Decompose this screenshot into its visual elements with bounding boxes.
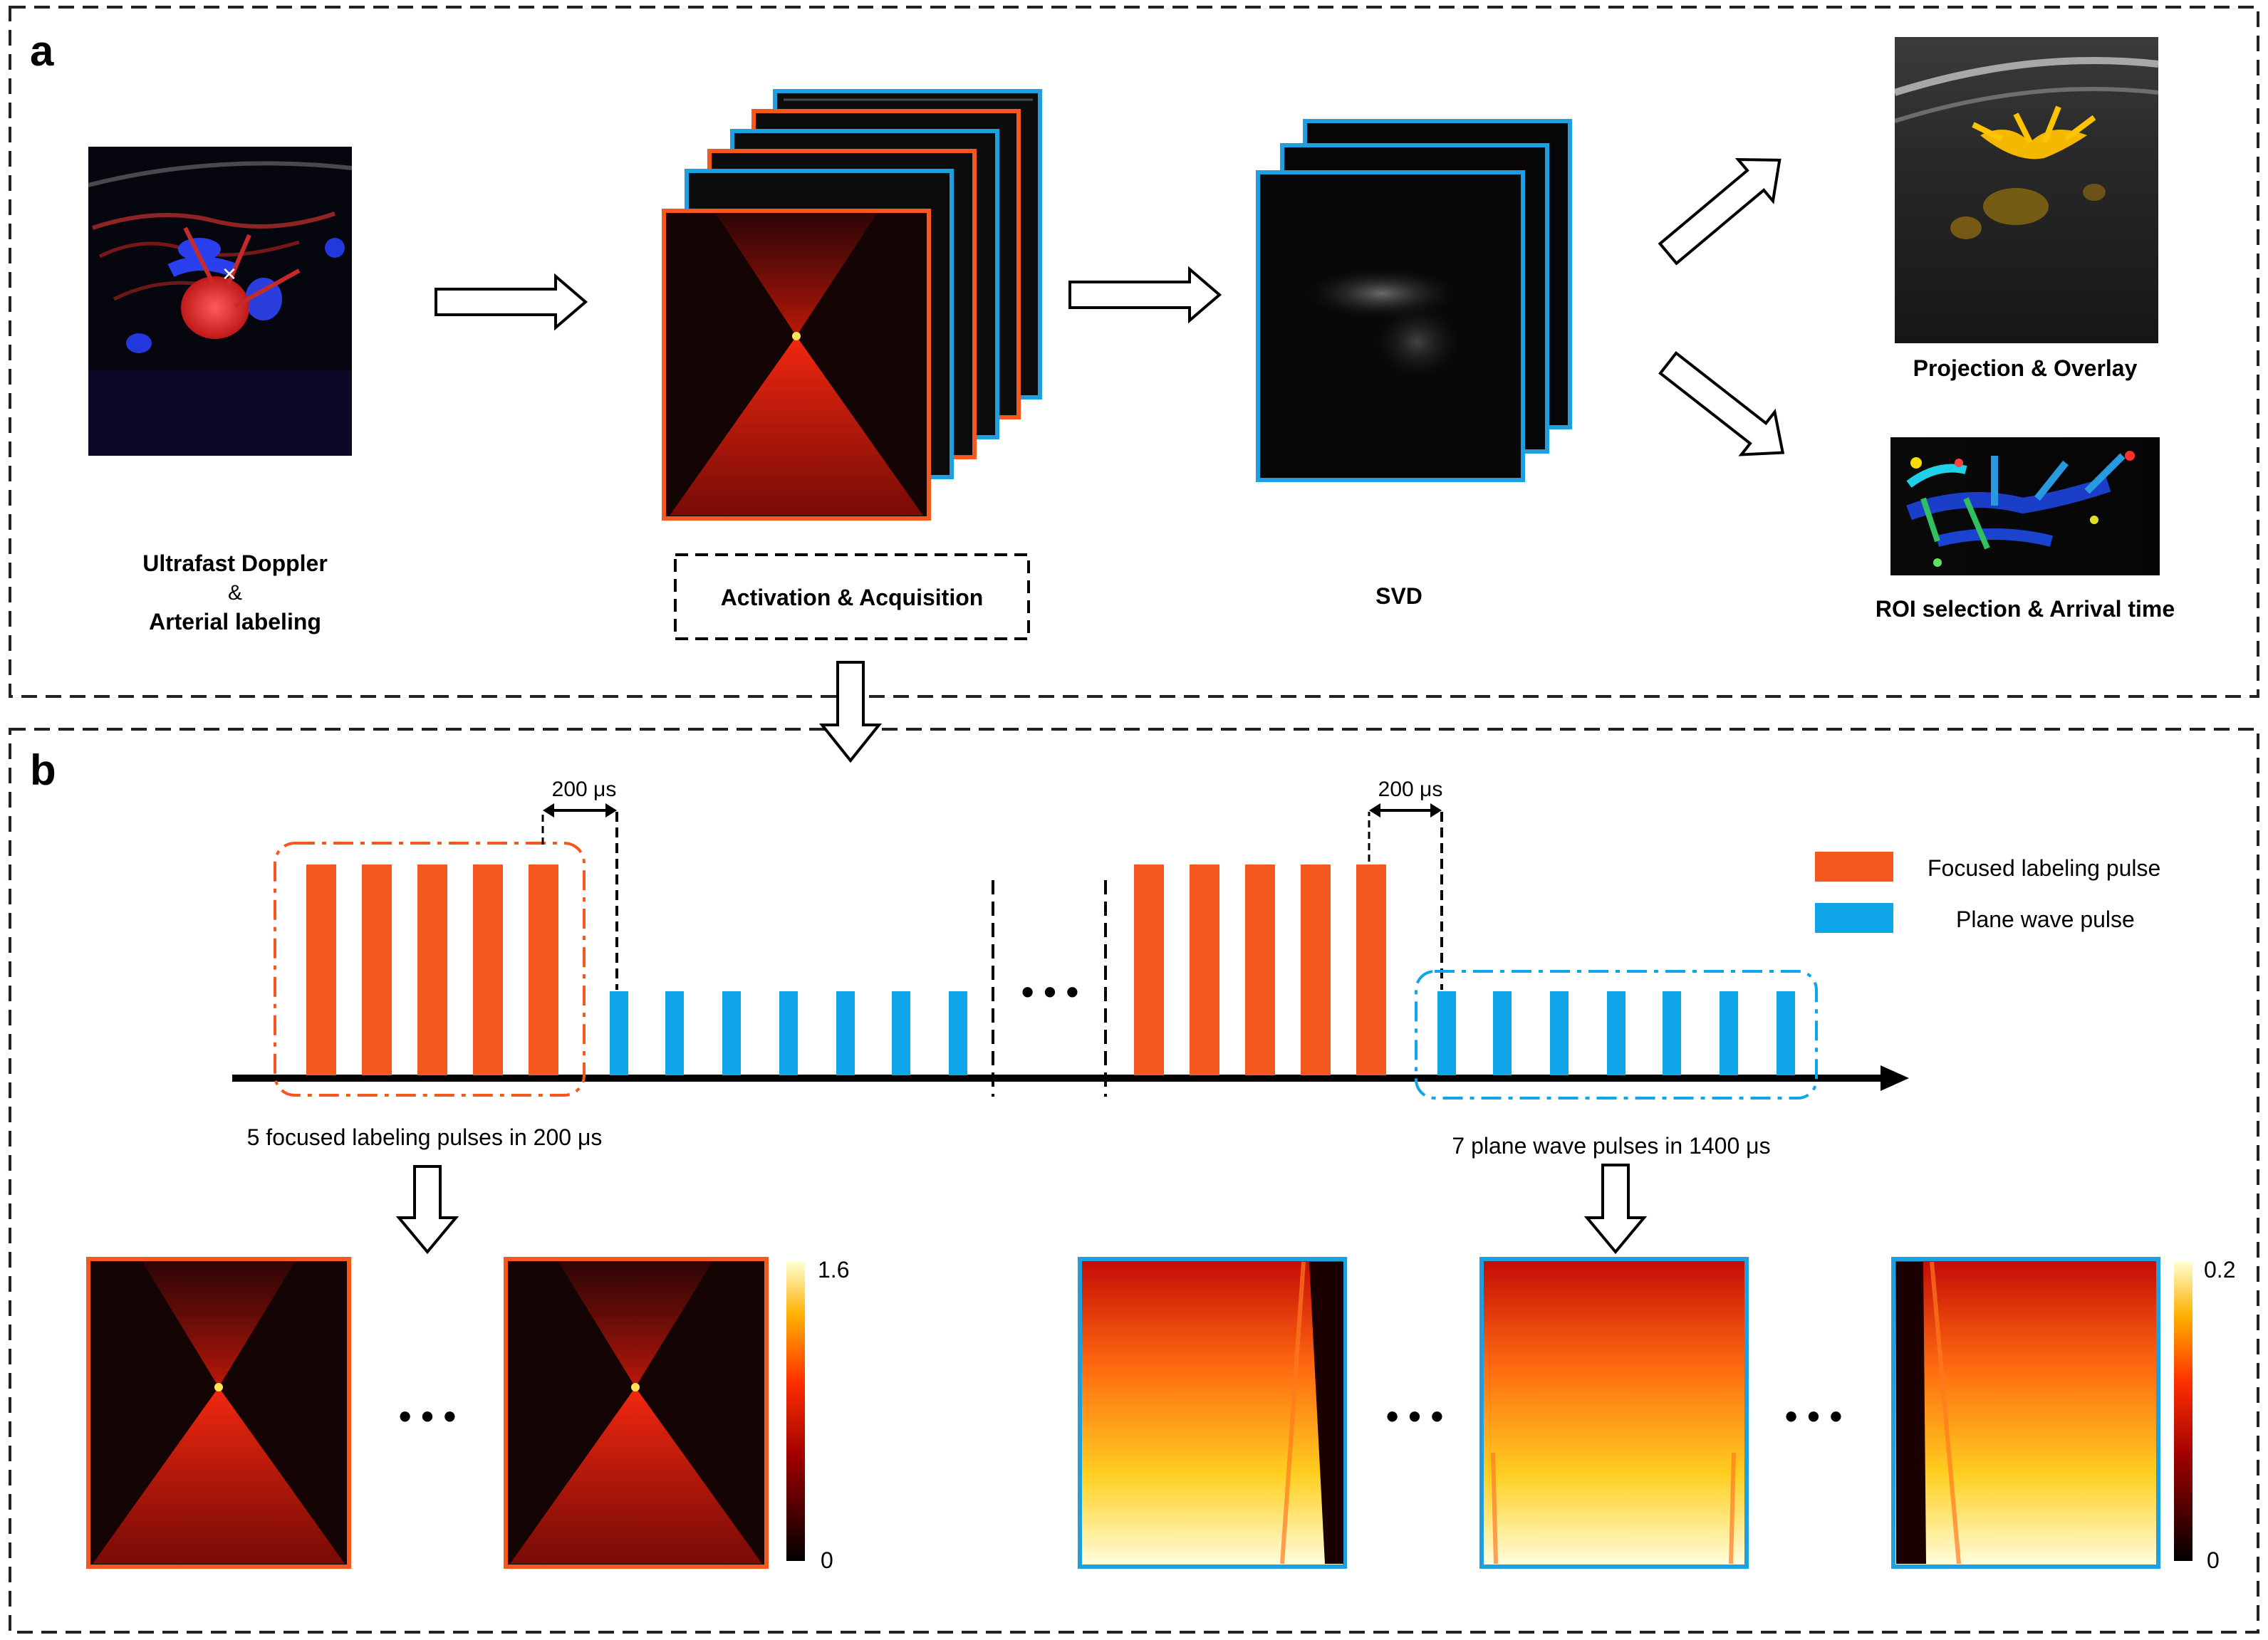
plane-field-map-3: [1891, 1257, 2160, 1569]
svd-frame-stack: [1256, 119, 1572, 482]
doppler-image: ✕: [88, 147, 353, 456]
roi-caption: ROI selection & Arrival time: [1876, 596, 2175, 622]
interval-label-2: 200 μs: [1378, 778, 1443, 801]
plane-pulse-group-2: [1437, 991, 1795, 1075]
plane-pulse: [610, 991, 628, 1075]
focused-pulse: [417, 865, 447, 1075]
plane-maps-ellipsis-2: • • •: [1785, 1396, 1842, 1436]
plane-pulse-group-1: [610, 991, 967, 1075]
colorbar-focused-min: 0: [821, 1547, 833, 1573]
focused-pulse: [1245, 865, 1275, 1075]
activation-caption: Activation & Acquisition: [721, 585, 984, 610]
colorbar-plane: [2174, 1262, 2192, 1561]
flow-arrow-1: [435, 273, 588, 331]
flow-arrow-3: [1658, 157, 1781, 266]
colorbar-plane-min: 0: [2207, 1547, 2220, 1573]
focused-pulse-group-2: [1134, 865, 1386, 1075]
plane-pulse: [1607, 991, 1625, 1075]
plane-pulse: [1777, 991, 1795, 1075]
focused-pulse: [1190, 865, 1219, 1075]
panel-b-border: [9, 728, 2259, 1634]
svd-caption: SVD: [1375, 583, 1422, 609]
plane-pulse: [779, 991, 798, 1075]
plane-pulse: [892, 991, 910, 1075]
plane-pulse: [1663, 991, 1681, 1075]
focused-field-map-1: [86, 1257, 351, 1569]
focused-pulse: [362, 865, 392, 1075]
focused-group-caption: 5 focused labeling pulses in 200 μs: [247, 1124, 603, 1150]
legend-swatch-focused: [1815, 852, 1893, 882]
plane-pulse: [722, 991, 741, 1075]
colorbar-plane-max: 0.2: [2204, 1257, 2235, 1283]
timeline-ellipsis: • • •: [1021, 972, 1078, 1012]
legend-label-plane: Plane wave pulse: [1956, 907, 2135, 932]
plane-pulse: [1720, 991, 1738, 1075]
plane-maps-ellipsis-1: • • •: [1386, 1396, 1443, 1436]
flow-arrow-2: [1068, 266, 1222, 324]
focused-pulse-group-1: [306, 865, 558, 1075]
plane-field-map-2: [1479, 1257, 1749, 1569]
plane-field-map-1: [1078, 1257, 1347, 1569]
svg-text:✕: ✕: [222, 263, 237, 285]
focused-group-highlight: [274, 842, 586, 1097]
timeline-arrowhead: [1881, 1065, 1909, 1091]
doppler-caption-line2: &: [228, 581, 242, 605]
focused-pulse: [529, 865, 558, 1075]
plane-pulse: [1437, 991, 1456, 1075]
activation-frame-stack: [662, 89, 1042, 521]
focused-pulse: [473, 865, 503, 1075]
focused-pulse: [1134, 865, 1164, 1075]
projection-caption: Projection & Overlay: [1913, 355, 2138, 381]
plane-pulse: [1550, 991, 1569, 1075]
flow-arrow-4: [1658, 351, 1785, 456]
legend-label-focused: Focused labeling pulse: [1928, 855, 2160, 881]
doppler-caption-line1: Ultrafast Doppler: [142, 550, 328, 576]
roi-arrival-image: [1890, 437, 2160, 575]
plane-pulse: [949, 991, 967, 1075]
panel-a-letter: a: [30, 27, 54, 75]
plane-pulse: [665, 991, 684, 1075]
focused-maps-ellipsis: • • •: [399, 1396, 456, 1436]
focused-down-arrow: [395, 1165, 459, 1255]
plane-pulse: [836, 991, 855, 1075]
panel-b-letter: b: [30, 746, 56, 794]
doppler-caption-line3: Arterial labeling: [149, 609, 321, 634]
panel-a-border: [9, 6, 2259, 698]
projection-overlay-image: [1893, 37, 2159, 343]
focused-pulse: [306, 865, 336, 1075]
focused-field-map-2: [504, 1257, 769, 1569]
plane-pulse: [1493, 991, 1512, 1075]
focused-pulse: [1356, 865, 1386, 1075]
plane-down-arrow: [1583, 1164, 1648, 1255]
focused-pulse: [1301, 865, 1331, 1075]
interval-label-1: 200 μs: [552, 778, 617, 801]
legend-swatch-plane: [1815, 903, 1893, 933]
panel-link-arrow: [818, 661, 883, 763]
plane-group-highlight: [1415, 970, 1818, 1100]
colorbar-focused: [786, 1262, 805, 1561]
plane-group-caption: 7 plane wave pulses in 1400 μs: [1452, 1133, 1770, 1159]
colorbar-focused-max: 1.6: [818, 1257, 849, 1283]
